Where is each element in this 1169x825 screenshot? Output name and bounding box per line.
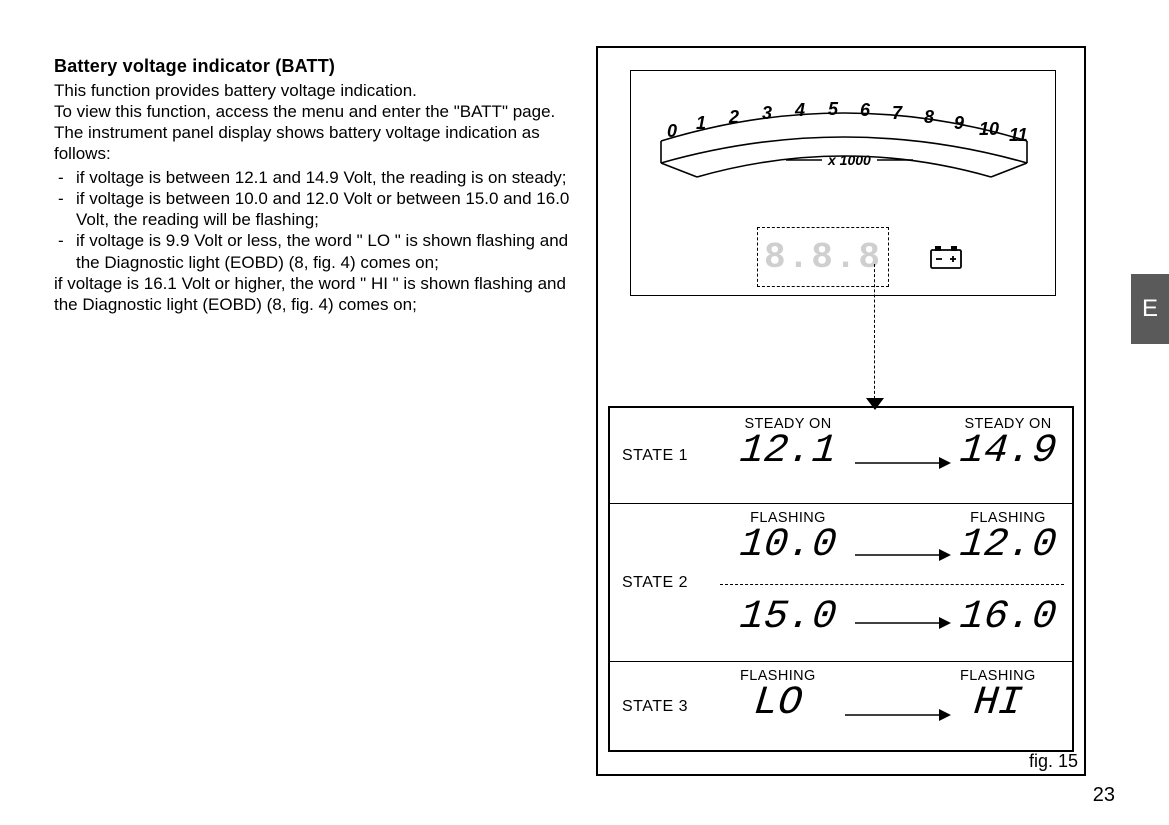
figure-caption: fig. 15 [1029, 751, 1078, 772]
tach-num: 0 [667, 121, 677, 141]
side-tab-label: E [1142, 295, 1158, 323]
tach-num: 4 [794, 100, 805, 120]
tach-num: 10 [979, 119, 999, 139]
para-2: To view this function, access the menu a… [54, 101, 574, 122]
tach-num: 5 [828, 99, 839, 119]
state2-value-a: 10.0 [738, 528, 838, 564]
bullet-dash: - [54, 167, 76, 188]
side-tab-e: E [1131, 274, 1169, 344]
bullet-dash: - [54, 230, 76, 273]
state2-label: STATE 2 [622, 574, 688, 592]
text-column: Battery voltage indicator (BATT) This fu… [54, 55, 574, 315]
state-row-2: STATE 2 FLASHING 10.0 FLASHING 12.0 15.0… [610, 504, 1072, 662]
state-row-1: STATE 1 STEADY ON 12.1 STEADY ON 14.9 [610, 408, 1072, 504]
state3-value-a: LO [752, 686, 804, 722]
heading-batt: Battery voltage indicator (BATT) [54, 55, 574, 78]
arrow-icon [845, 708, 951, 722]
tach-num: 7 [892, 103, 903, 123]
para-1: This function provides battery voltage i… [54, 80, 574, 101]
bullet-1: if voltage is between 12.1 and 14.9 Volt… [76, 167, 567, 188]
bullet-2: if voltage is between 10.0 and 12.0 Volt… [76, 188, 574, 231]
tach-num: 1 [696, 113, 706, 133]
x1000-label: x 1000 [827, 152, 871, 168]
state3-value-b: HI [972, 686, 1024, 722]
state-row-3: STATE 3 FLASHING LO FLASHING HI [610, 662, 1072, 752]
tach-num: 6 [860, 100, 871, 120]
state2-value-d: 16.0 [958, 600, 1058, 636]
lcd-ghost-box: 8.8.8 [757, 227, 889, 287]
battery-icon [931, 246, 961, 268]
pointer-line [874, 264, 875, 404]
para-3: The instrument panel display shows batte… [54, 122, 574, 165]
lcd-ghost-value: 8.8.8 [764, 237, 882, 278]
state3-label: STATE 3 [622, 698, 688, 716]
figure-panel: fig. 15 0 1 2 3 4 5 6 [596, 46, 1086, 776]
state2-value-b: 12.0 [958, 528, 1058, 564]
arrow-icon [855, 616, 951, 630]
tach-num: 3 [762, 103, 772, 123]
tach-num: 9 [954, 113, 964, 133]
state2-value-c: 15.0 [738, 600, 838, 636]
gauge-frame: 0 1 2 3 4 5 6 7 8 9 10 11 x 1000 [630, 70, 1056, 296]
states-table: STATE 1 STEADY ON 12.1 STEADY ON 14.9 ST… [608, 406, 1074, 752]
state1-label: STATE 1 [622, 447, 688, 465]
arrow-icon [855, 456, 951, 470]
tach-num: 11 [1009, 125, 1028, 145]
dashed-divider [720, 584, 1064, 585]
state1-value-b: 14.9 [958, 434, 1058, 470]
bullet-list: -if voltage is between 12.1 and 14.9 Vol… [54, 167, 574, 273]
page-number: 23 [1093, 784, 1115, 807]
bullet-3: if voltage is 9.9 Volt or less, the word… [76, 230, 574, 273]
arrow-icon [855, 548, 951, 562]
para-4: if voltage is 16.1 Volt or higher, the w… [54, 273, 574, 316]
bullet-dash: - [54, 188, 76, 231]
tach-num: 2 [728, 107, 739, 127]
tach-num: 8 [924, 107, 934, 127]
state1-value-a: 12.1 [738, 434, 838, 470]
